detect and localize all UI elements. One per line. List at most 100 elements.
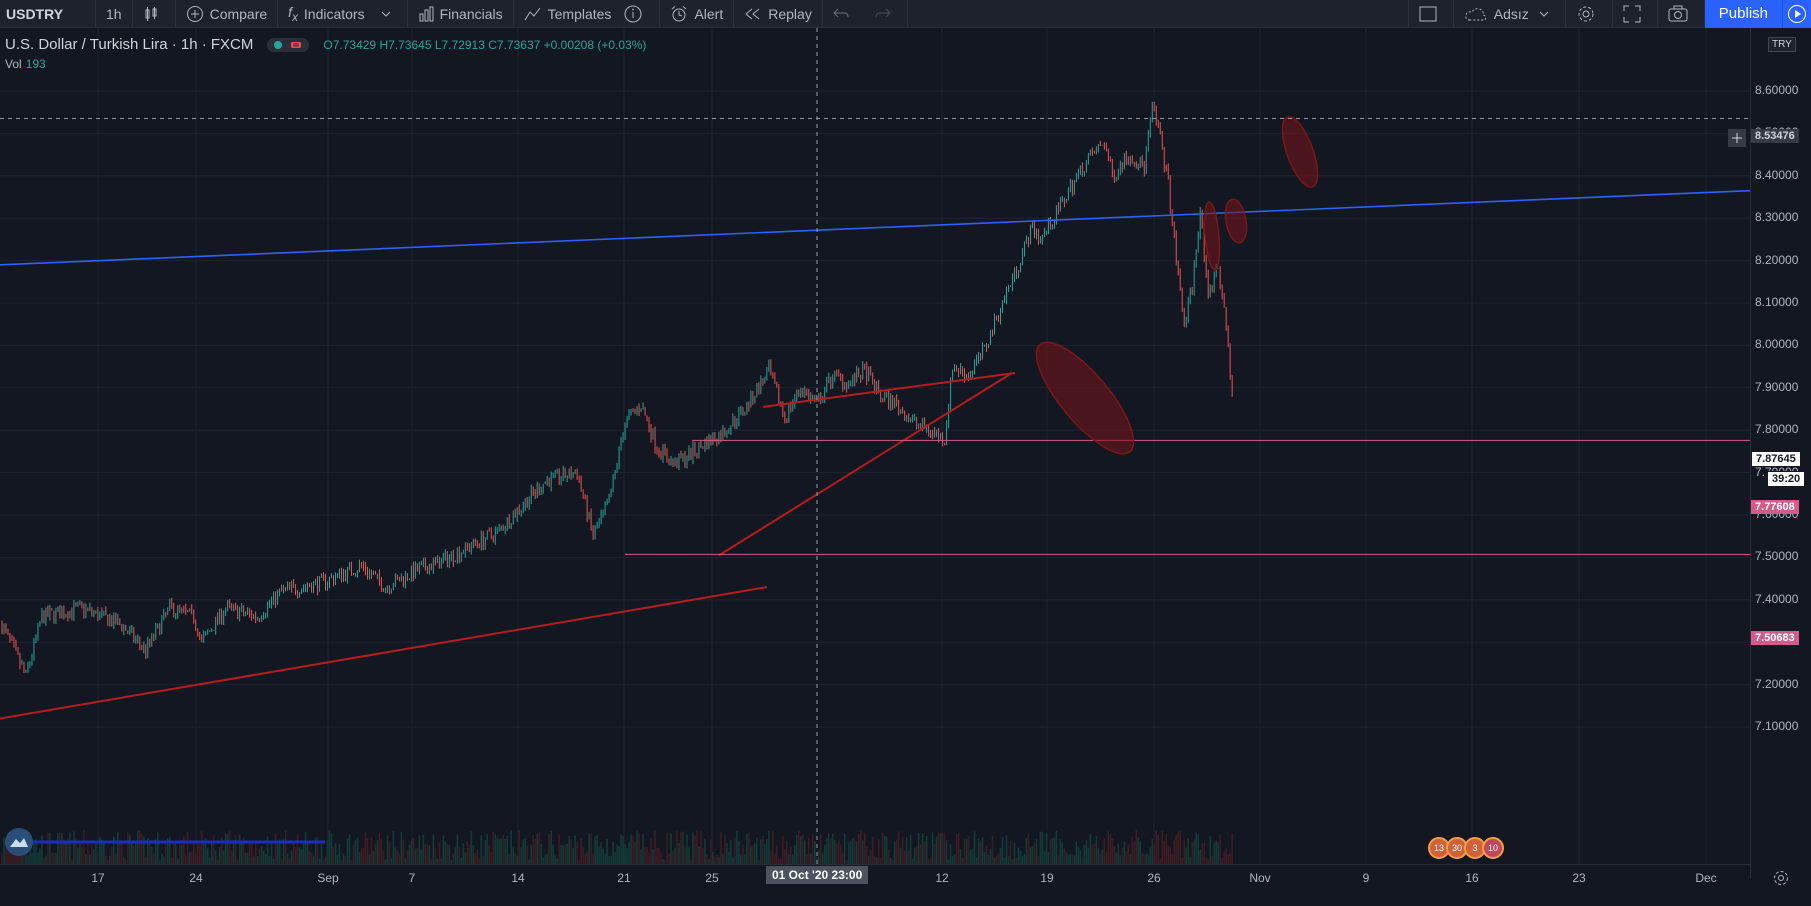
volume-bar [31, 853, 33, 864]
volume-bar [1135, 830, 1138, 864]
volume-bar [314, 837, 317, 864]
volume-bar [688, 847, 690, 864]
volume-bar [322, 859, 325, 864]
volume-bar [807, 837, 810, 864]
volume-bar [362, 847, 365, 864]
volume-bar [1117, 843, 1120, 864]
level-tag-2: 7.50683 [1751, 631, 1799, 645]
volume-bar [1197, 834, 1200, 864]
price-label: 7.90000 [1755, 379, 1799, 394]
interval-button[interactable]: 1h [96, 0, 133, 28]
volume-legend: Vol 193 [5, 57, 46, 71]
volume-bar [728, 851, 730, 864]
volume-bar [178, 840, 181, 864]
volume-bar [296, 834, 299, 864]
volume-bar [516, 855, 519, 864]
price-label: 7.50000 [1755, 549, 1799, 564]
volume-bar [969, 849, 972, 864]
volume-bar [798, 830, 800, 864]
open-value: O7.73429 [323, 37, 377, 52]
volume-bar [790, 846, 792, 864]
volume-bar [536, 834, 538, 864]
templates-button[interactable]: Templates [514, 0, 661, 28]
volume-bar [929, 857, 932, 864]
volume-bar [1103, 838, 1106, 864]
event-flag-4[interactable]: 10 [1482, 837, 1504, 859]
volume-bar [674, 847, 676, 864]
volume-bar [692, 832, 694, 864]
settings-button[interactable] [1566, 0, 1613, 28]
chart-type-button[interactable] [133, 0, 176, 28]
snapshot-button[interactable] [1658, 0, 1705, 28]
economic-events[interactable]: 13 30 3 10 [1428, 837, 1504, 859]
fullscreen-button[interactable] [1613, 0, 1658, 28]
volume-bar [196, 841, 199, 864]
volume-bar [706, 854, 708, 864]
volume-bar [528, 859, 531, 864]
volume-bar [544, 854, 546, 864]
volume-bar [664, 859, 666, 864]
add-plus-button[interactable] [1728, 129, 1746, 147]
volume-bar [97, 852, 99, 864]
volume-bar [172, 842, 175, 864]
volume-bar [1109, 834, 1112, 864]
volume-bar [851, 838, 854, 864]
alert-button[interactable]: Alert [660, 0, 735, 28]
chevron-down-icon [1539, 11, 1549, 17]
volume-bar [434, 848, 437, 864]
volume-bar [9, 845, 11, 864]
volume-bar [867, 855, 870, 864]
plus-circle-icon [186, 5, 203, 22]
volume-bar [158, 859, 161, 864]
market-status-pill[interactable] [267, 37, 310, 52]
volume-bar [93, 849, 95, 864]
volume-bar [560, 845, 562, 864]
red-support-trendline [0, 586, 768, 720]
volume-bar [710, 839, 712, 864]
volume-bar [23, 854, 25, 864]
volume-bar [392, 830, 395, 864]
axis-settings-button[interactable] [1772, 869, 1790, 892]
volume-bar [55, 852, 57, 864]
redo-button[interactable] [865, 0, 908, 28]
volume-bar [1027, 834, 1030, 864]
replay-button[interactable]: Replay [734, 0, 823, 28]
volume-bar [404, 858, 407, 864]
volume-bar [292, 841, 295, 864]
time-axis[interactable] [0, 864, 1750, 906]
volume-bar [927, 859, 930, 864]
financials-button[interactable]: Financials [408, 0, 514, 28]
volume-bar [987, 854, 990, 864]
play-button[interactable] [1782, 0, 1811, 28]
price-chart[interactable] [0, 28, 1750, 864]
templates-label: Templates [547, 5, 612, 22]
volume-bar [450, 859, 453, 864]
undo-button[interactable] [823, 0, 865, 28]
volume-bar [1207, 859, 1209, 864]
price-label: 8.60000 [1755, 83, 1799, 97]
volume-bar [865, 846, 868, 864]
volume-bar [380, 839, 383, 864]
tradingview-logo[interactable] [5, 828, 33, 856]
volume-bar [328, 830, 331, 864]
volume-bar [887, 849, 890, 864]
volume-bar [1073, 855, 1076, 864]
volume-bar [522, 838, 525, 864]
publish-button[interactable]: Publish [1704, 0, 1782, 28]
info-icon[interactable] [623, 4, 643, 24]
symbol-search-button[interactable]: USDTRY [0, 0, 96, 28]
volume-bar [582, 846, 584, 864]
indicators-button[interactable]: fx Indicators [278, 0, 408, 28]
volume-bar [975, 857, 978, 864]
compare-button[interactable]: Compare [176, 0, 279, 28]
volume-bar [837, 840, 840, 864]
volume-bar [107, 859, 109, 864]
fullscreen-toggle-button[interactable] [1407, 0, 1454, 28]
volume-bar [752, 845, 754, 864]
volume-bar [256, 856, 259, 864]
volume-bar [1199, 849, 1201, 864]
layout-button[interactable]: Adsız [1454, 0, 1566, 28]
volume-bar [290, 850, 293, 864]
volume-bar [300, 848, 303, 864]
time-label: 21 [617, 871, 631, 885]
